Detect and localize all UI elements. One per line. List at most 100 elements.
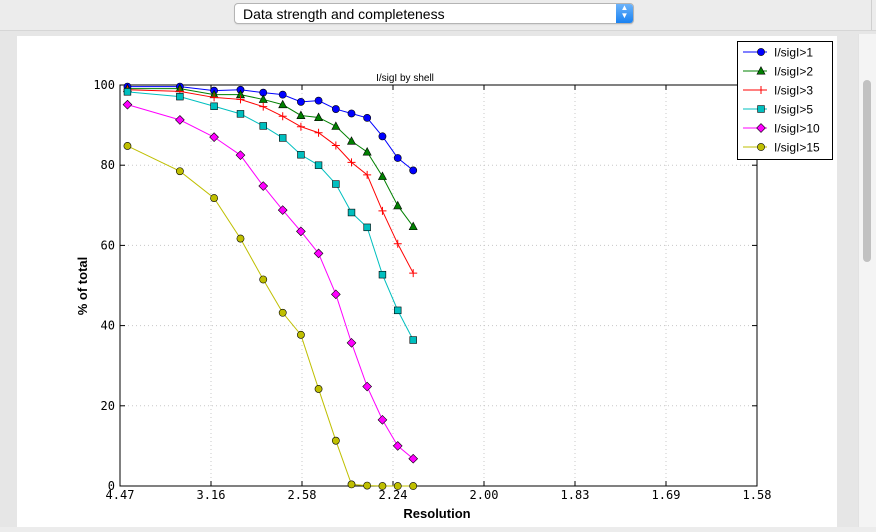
data-point (331, 105, 340, 113)
data-point (236, 110, 245, 118)
data-point (296, 226, 306, 237)
data-point (297, 151, 305, 159)
data-point (347, 109, 356, 118)
legend-label: I/sigI>5 (774, 103, 813, 117)
data-point (209, 132, 219, 142)
line-chart: I/sigI by shell 0 20 40 60 80 100 4.47 3.16 2.5… (75, 73, 772, 521)
x-axis-ticks: 4.47 3.16 2.58 2.24 2.00 1.83 1.69 1.58 (106, 85, 772, 502)
data-point (363, 113, 372, 122)
series-line (127, 88, 414, 227)
data-point (296, 110, 306, 119)
data-point (314, 161, 323, 169)
y-tick-label: 100 (93, 78, 115, 92)
series-group (122, 82, 419, 490)
data-point (331, 289, 341, 300)
legend-marker (757, 48, 765, 56)
legend-label: I/sigI>2 (774, 65, 813, 79)
data-point (259, 275, 268, 284)
y-axis-ticks: 0 20 40 60 80 100 (93, 78, 757, 493)
data-point (363, 170, 372, 179)
data-point (210, 102, 218, 110)
series-5 (122, 99, 419, 464)
data-point (175, 115, 185, 125)
y-tick-label: 20 (101, 399, 115, 413)
legend-marker (756, 66, 766, 75)
series-6 (123, 142, 418, 490)
data-point (378, 206, 387, 215)
data-point (279, 134, 287, 142)
y-tick-label: 60 (101, 238, 115, 252)
data-point (346, 338, 357, 348)
data-point (332, 180, 340, 188)
data-point (362, 381, 372, 392)
data-point (393, 239, 402, 248)
data-point (210, 194, 218, 202)
data-point (394, 306, 402, 315)
legend-entry: I/sigI>10 (743, 122, 820, 136)
legend-label: I/sigI>15 (774, 141, 820, 155)
legend-entry: I/sigI>15 (743, 141, 820, 155)
y-tick-label: 0 (108, 479, 115, 493)
legend-frame (737, 41, 833, 160)
window-edge (871, 0, 876, 30)
data-point (123, 142, 132, 150)
x-tick-label: 2.24 (379, 488, 408, 502)
data-point (236, 234, 245, 243)
data-point (378, 482, 387, 490)
data-point (392, 441, 403, 451)
legend-label: I/sigI>3 (774, 84, 813, 98)
series-line (127, 145, 414, 487)
x-axis-label: Resolution (403, 506, 470, 521)
legend-marker (757, 86, 765, 94)
legend: I/sigI>1 I/sigI>2 I/sigI>3 I/sigI>5 I/sigI>1… (737, 41, 833, 160)
legend-entry: I/sigI>5 (743, 103, 813, 117)
legend-entry: I/sigI>2 (743, 65, 813, 79)
data-point (378, 132, 387, 141)
x-tick-label: 4.47 (106, 488, 135, 502)
data-point (278, 112, 287, 121)
data-point (123, 88, 132, 96)
data-point (409, 166, 418, 175)
x-tick-label: 1.58 (743, 488, 772, 502)
legend-marker (757, 105, 765, 113)
data-point (377, 415, 388, 425)
data-point (347, 480, 356, 489)
chevron-up-down-icon[interactable]: ▲ ▼ (616, 4, 633, 23)
x-tick-label: 2.58 (288, 488, 317, 502)
data-point (362, 147, 372, 156)
grid (120, 85, 757, 486)
data-point (377, 171, 387, 180)
data-point (259, 102, 268, 111)
series-line (127, 91, 414, 341)
y-axis-label: % of total (75, 257, 90, 316)
data-point (258, 94, 268, 103)
dropdown-value: Data strength and completeness (243, 6, 445, 22)
data-point (331, 121, 341, 130)
legend-items: I/sigI>1 I/sigI>2 I/sigI>3 I/sigI>5 I/sigI>1… (743, 46, 820, 155)
data-point (297, 330, 305, 339)
data-point (331, 141, 340, 150)
y-tick-label: 80 (101, 158, 115, 172)
x-tick-label: 2.00 (470, 488, 499, 502)
data-point (347, 136, 357, 145)
data-point (278, 308, 287, 317)
legend-entry: I/sigI>3 (743, 84, 813, 98)
scrollbar-thumb[interactable] (863, 80, 871, 262)
series-line (127, 89, 414, 274)
x-tick-label: 3.16 (197, 488, 226, 502)
data-point (210, 93, 219, 102)
x-tick-label: 1.83 (561, 488, 590, 502)
data-point (277, 205, 288, 215)
data-point (297, 97, 305, 106)
data-point (347, 158, 356, 167)
data-point (122, 99, 133, 110)
series-line (127, 86, 414, 171)
legend-label: I/sigI>1 (774, 46, 813, 60)
series-4 (123, 88, 417, 344)
data-point (393, 482, 402, 490)
plot-type-dropdown[interactable]: Data strength and completeness ▲ ▼ (234, 3, 634, 24)
data-point (258, 181, 269, 191)
data-point (314, 128, 323, 137)
vertical-scrollbar[interactable] (858, 34, 876, 527)
data-point (313, 248, 324, 259)
